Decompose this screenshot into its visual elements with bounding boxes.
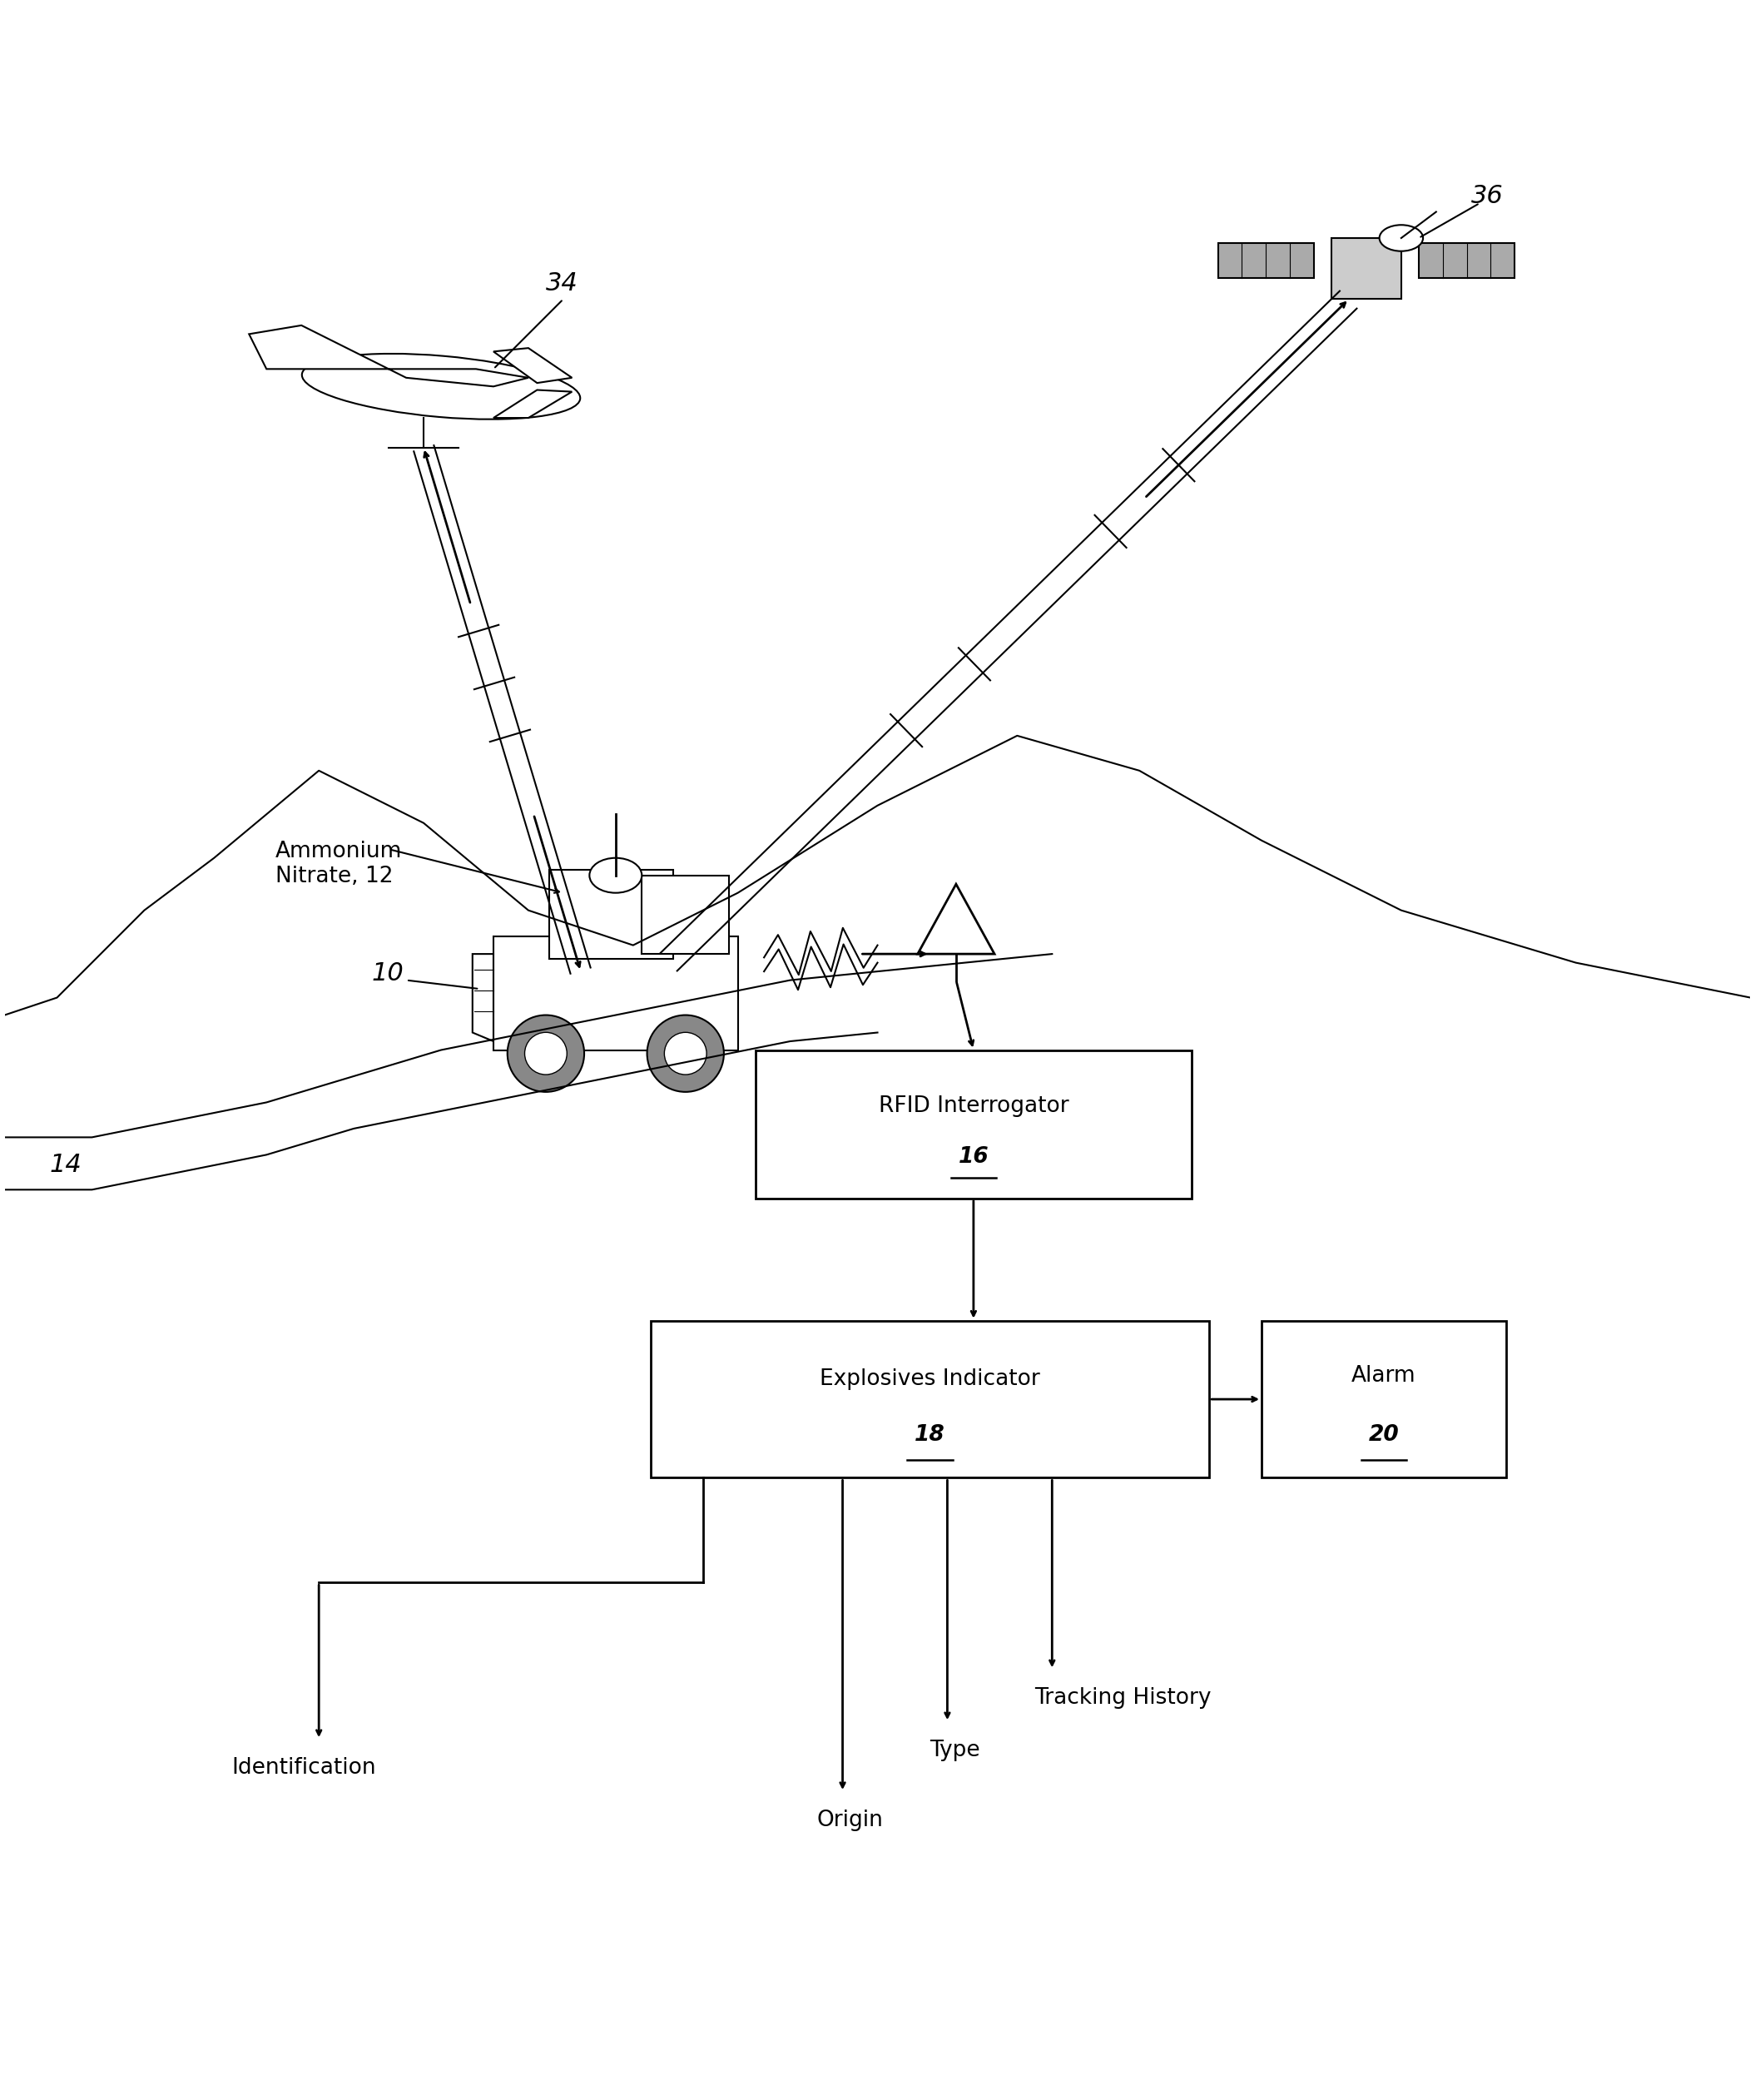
FancyBboxPatch shape [1262, 1321, 1506, 1478]
FancyBboxPatch shape [755, 1050, 1192, 1199]
Text: 34: 34 [546, 271, 577, 296]
Polygon shape [493, 349, 572, 382]
Circle shape [525, 1033, 567, 1075]
Text: 16: 16 [958, 1147, 988, 1168]
Text: Tracking History: Tracking History [1035, 1686, 1211, 1709]
Text: 20: 20 [1369, 1424, 1399, 1447]
Ellipse shape [1379, 225, 1423, 252]
FancyBboxPatch shape [493, 937, 737, 1050]
Text: Type: Type [930, 1739, 981, 1762]
Text: 18: 18 [914, 1424, 946, 1447]
Circle shape [648, 1014, 723, 1092]
FancyBboxPatch shape [642, 876, 728, 953]
Polygon shape [249, 326, 528, 386]
Polygon shape [472, 953, 493, 1042]
Text: Alarm: Alarm [1351, 1365, 1416, 1386]
Circle shape [665, 1033, 707, 1075]
Ellipse shape [302, 353, 581, 420]
Text: Explosives Indicator: Explosives Indicator [820, 1367, 1041, 1390]
FancyBboxPatch shape [1332, 237, 1400, 298]
Text: Identification: Identification [232, 1758, 376, 1779]
Text: Ammonium
Nitrate, 12: Ammonium Nitrate, 12 [276, 840, 402, 886]
Text: 10: 10 [372, 962, 404, 985]
FancyBboxPatch shape [1218, 244, 1314, 277]
FancyBboxPatch shape [549, 869, 674, 960]
Text: 36: 36 [1471, 185, 1504, 208]
FancyBboxPatch shape [651, 1321, 1209, 1478]
Text: 14: 14 [49, 1153, 82, 1178]
Polygon shape [493, 391, 572, 418]
Text: Origin: Origin [816, 1810, 883, 1831]
Ellipse shape [590, 859, 642, 892]
Circle shape [507, 1014, 584, 1092]
Text: RFID Interrogator: RFID Interrogator [879, 1096, 1069, 1117]
FancyBboxPatch shape [1418, 244, 1515, 277]
